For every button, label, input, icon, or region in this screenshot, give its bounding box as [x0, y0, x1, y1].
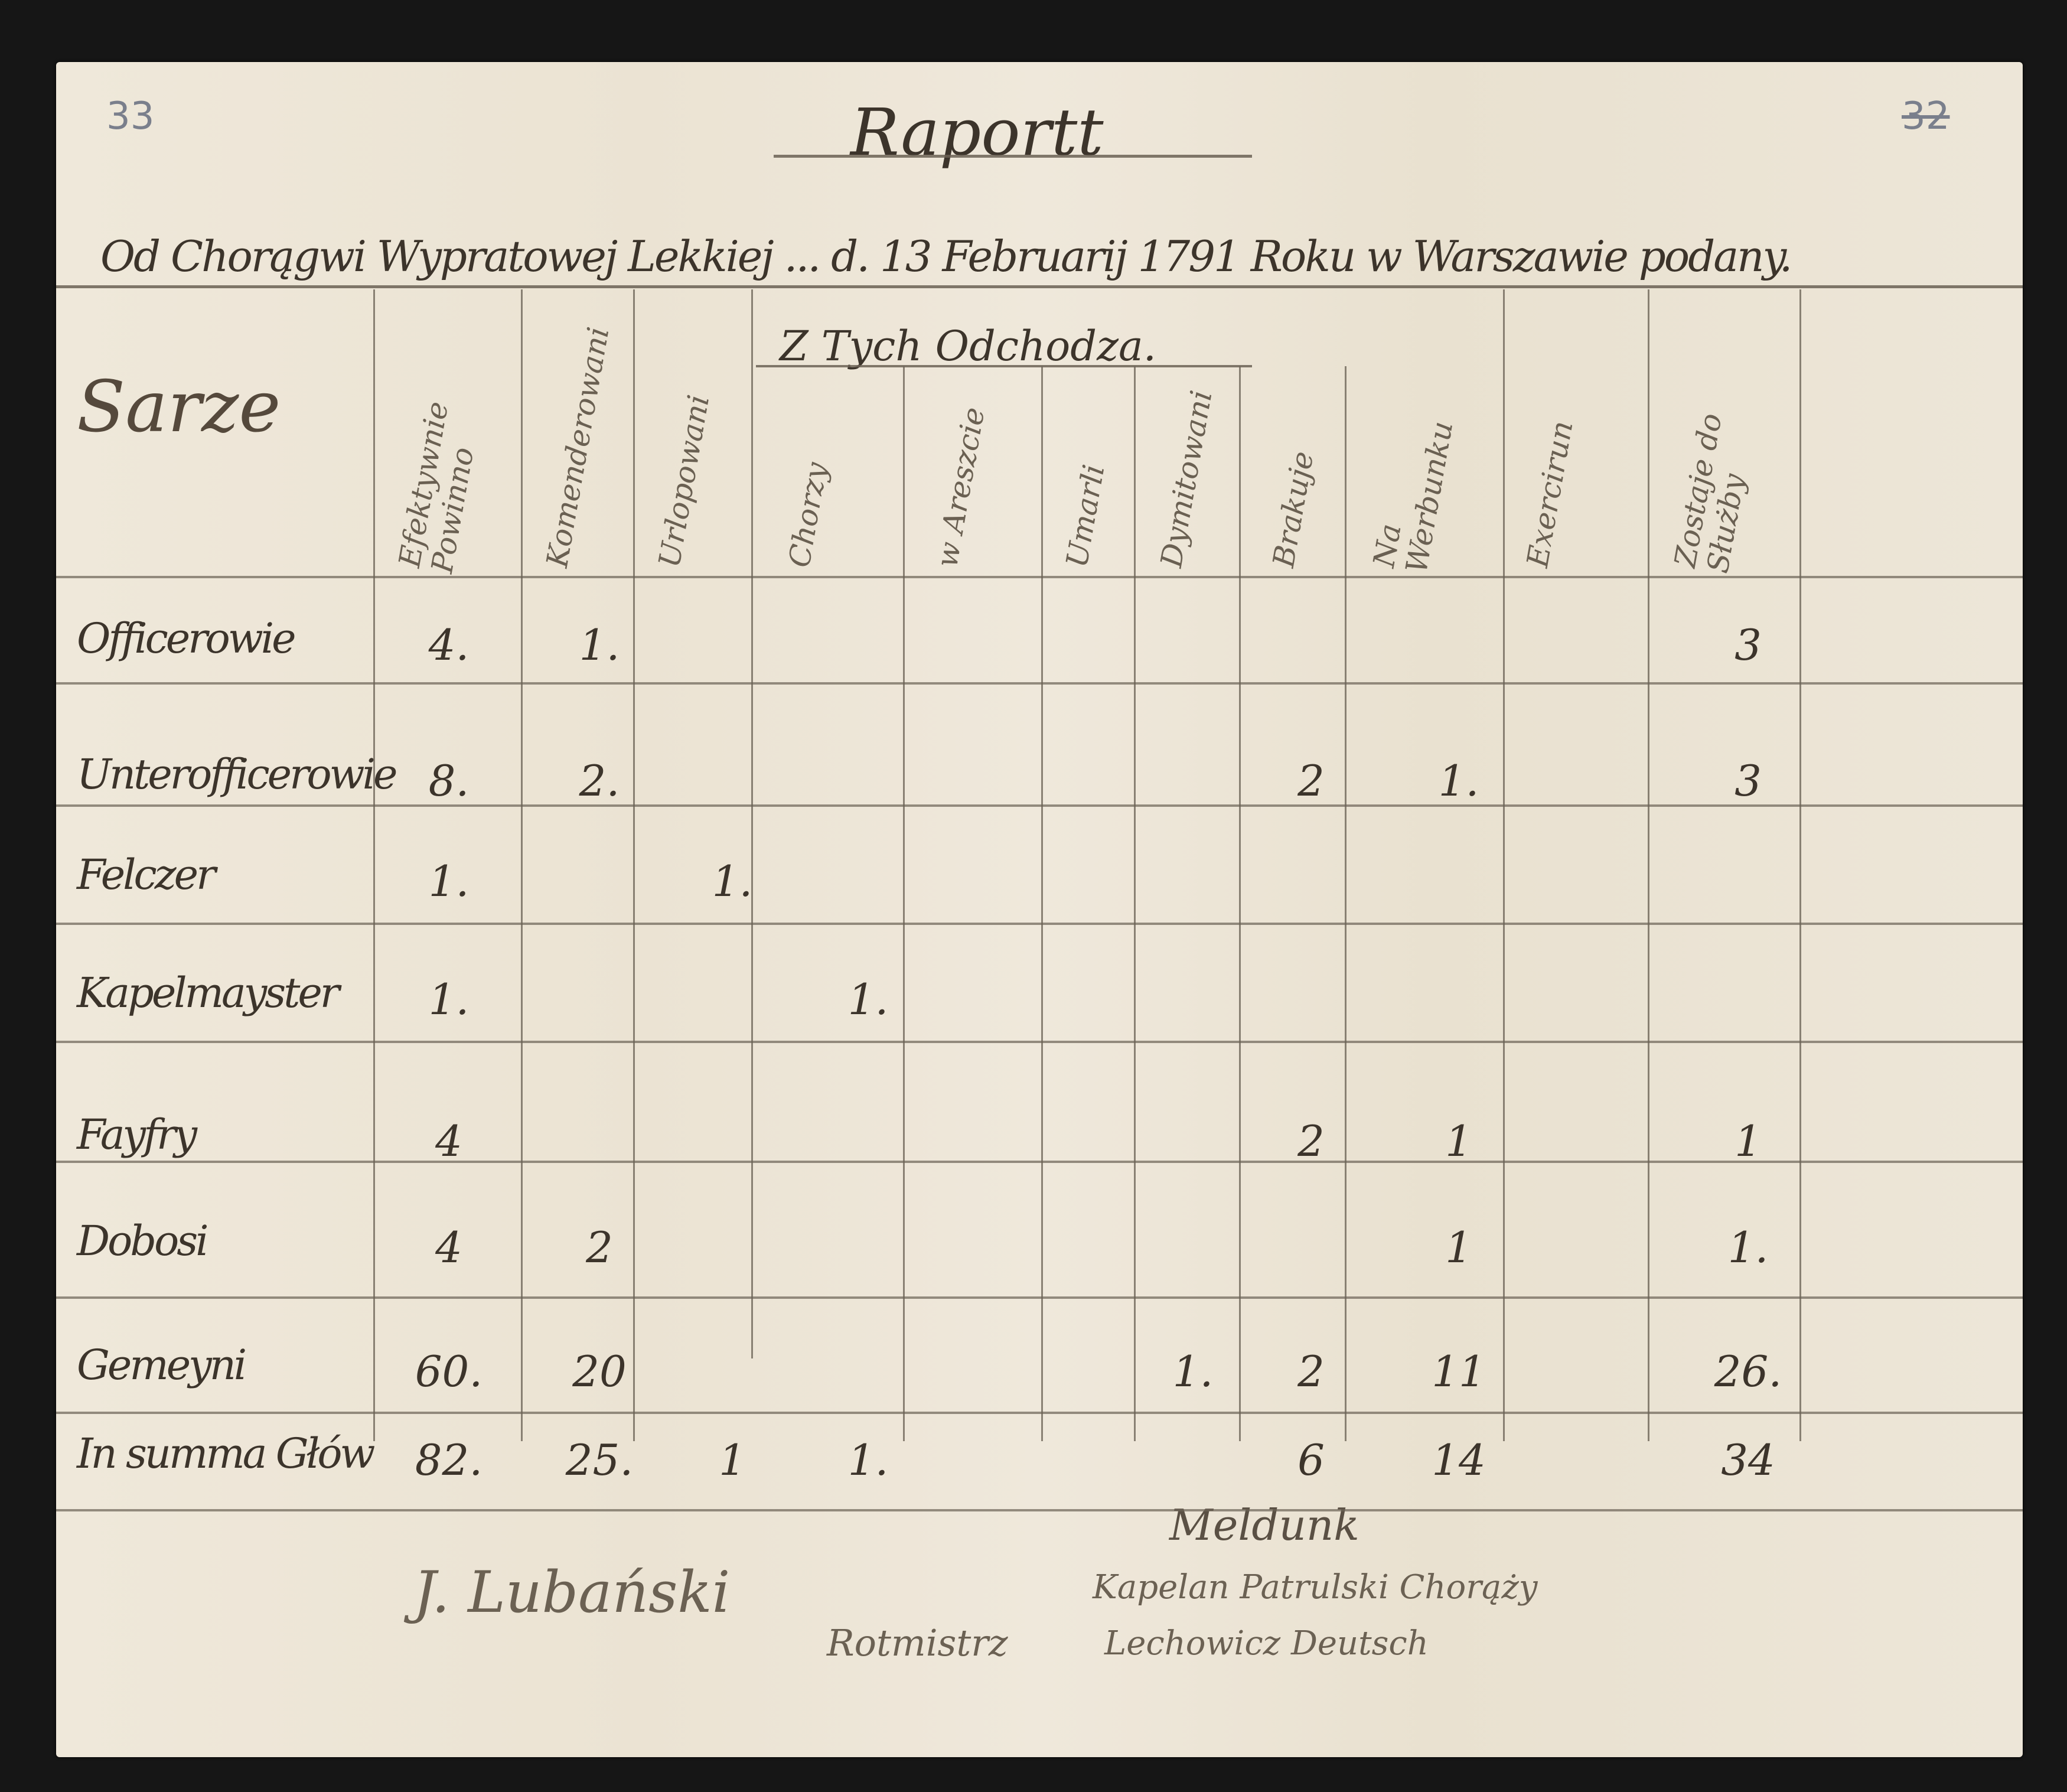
table-cell: 11: [1432, 1347, 1486, 1396]
column-rule: [1134, 366, 1136, 1441]
column-rule: [1648, 289, 1649, 1441]
heading-rule: [56, 285, 2023, 288]
row-label: Kapelmayster: [77, 969, 340, 1017]
row-label: Officerowie: [77, 614, 296, 663]
row-label: In summa Głów: [77, 1429, 375, 1478]
table-cell: 2: [1297, 1116, 1325, 1166]
row-label: Fayfry: [77, 1110, 197, 1159]
table-cell: 3: [1735, 620, 1762, 670]
title-underline: [774, 155, 1252, 158]
table-cell: 14: [1432, 1435, 1486, 1485]
table-cell: 1.: [847, 975, 889, 1024]
row-rule: [56, 1296, 2023, 1299]
table-cell: 2: [1297, 1347, 1325, 1396]
row-rule: [56, 923, 2023, 925]
column-rule: [521, 289, 523, 1441]
table-cell: 26.: [1714, 1347, 1782, 1396]
column-rule: [1041, 366, 1043, 1441]
row-label: Dobosi: [77, 1217, 209, 1265]
column-rule: [1239, 366, 1241, 1441]
table-cell: 2.: [579, 756, 620, 806]
column-rule: [1503, 289, 1505, 1441]
table-cell: 1.: [1438, 756, 1479, 806]
signature-lubanski: J. Lubański: [413, 1559, 731, 1625]
table-cell: 4.: [428, 620, 470, 670]
signature-right-line1: Kapelan Patrulski Chorąży: [1093, 1568, 1538, 1607]
table-cell: 1.: [428, 856, 470, 906]
row-rule: [56, 1412, 2023, 1414]
group-underline: [756, 365, 1252, 367]
row-rule: [56, 1161, 2023, 1163]
group-header: Z Tych Odchodza.: [780, 322, 1156, 370]
table-cell: 1: [1445, 1116, 1472, 1166]
column-rule: [373, 289, 375, 1441]
table-cell: 82.: [415, 1435, 483, 1485]
table-cell: 60.: [415, 1347, 483, 1396]
table-cell: 1.: [579, 620, 620, 670]
table-cell: 25.: [565, 1435, 634, 1485]
table-cell: 1.: [712, 856, 753, 906]
row-rule: [56, 1041, 2023, 1043]
table-cell: 2: [1297, 756, 1325, 806]
signature-right-line2: Lechowicz Deutsch: [1104, 1624, 1429, 1663]
column-header: Sarze: [77, 366, 281, 448]
column-rule: [1799, 289, 1801, 1441]
table-cell: 1.: [428, 975, 470, 1024]
column-rule: [903, 366, 905, 1441]
table-cell: 8.: [428, 756, 470, 806]
table-cell: 1.: [1172, 1347, 1214, 1396]
row-rule: [56, 576, 2023, 578]
row-label: Unterofficerowie: [77, 750, 397, 799]
document-title: Raportt: [850, 95, 1104, 170]
table-cell: 3: [1735, 756, 1762, 806]
table-cell: 1: [719, 1435, 746, 1485]
table-cell: 1.: [847, 1435, 889, 1485]
row-rule: [56, 1509, 2023, 1511]
table-cell: 1.: [1727, 1223, 1769, 1272]
row-label: Gemeyni: [77, 1341, 247, 1389]
folio-number-left: 33: [106, 95, 155, 138]
row-rule: [56, 682, 2023, 685]
table-cell: 2: [586, 1223, 613, 1272]
table-cell: 6: [1297, 1435, 1325, 1485]
table-cell: 20: [572, 1347, 627, 1396]
table-cell: 1: [1445, 1223, 1472, 1272]
table-cell: 34: [1721, 1435, 1775, 1485]
signature-note: Meldunk: [1169, 1500, 1359, 1550]
table-cell: 4: [435, 1116, 462, 1166]
paper-sheet: [56, 62, 2023, 1757]
column-rule: [1345, 366, 1347, 1441]
column-rule: [751, 289, 753, 1358]
report-heading: Od Chorągwi Wypratowej Lekkiej ... d. 13…: [100, 232, 1793, 281]
signature-rank: Rotmistrz: [827, 1621, 1008, 1664]
column-rule: [633, 289, 635, 1441]
folio-number-right: 32: [1902, 95, 1950, 138]
table-cell: 4: [435, 1223, 462, 1272]
table-cell: 1: [1735, 1116, 1762, 1166]
row-rule: [56, 804, 2023, 807]
row-label: Felczer: [77, 851, 216, 899]
